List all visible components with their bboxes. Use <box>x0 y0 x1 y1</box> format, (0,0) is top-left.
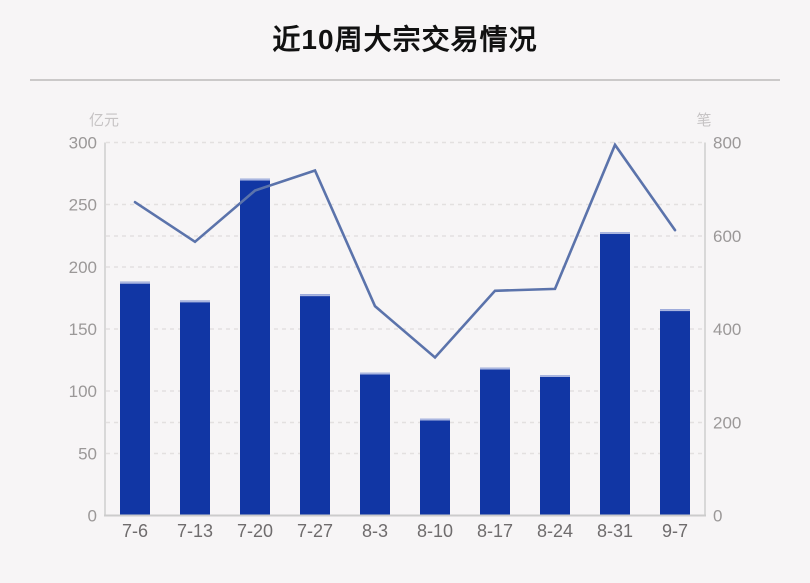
x-axis-label-8-10: 8-10 <box>417 521 453 541</box>
x-axis-label-7-27: 7-27 <box>297 521 333 541</box>
bar-7-13[interactable] <box>180 300 210 516</box>
bar-8-10[interactable] <box>420 418 450 516</box>
bar-top-edge <box>600 232 630 235</box>
bar-7-20[interactable] <box>240 178 270 516</box>
bar-top-edge <box>300 294 330 297</box>
left-axis-tick-label: 250 <box>69 196 97 215</box>
left-axis-tick-label: 150 <box>69 320 97 339</box>
right-axis-tick-label: 400 <box>713 320 741 339</box>
x-axis-label-8-24: 8-24 <box>537 521 573 541</box>
x-axis-label-7-13: 7-13 <box>177 521 213 541</box>
bar-top-edge <box>480 367 510 370</box>
bar-8-17[interactable] <box>480 367 510 516</box>
bar-9-7[interactable] <box>660 309 690 516</box>
bar-8-31[interactable] <box>600 232 630 516</box>
line-series[interactable] <box>133 142 677 360</box>
bar-top-edge <box>180 300 210 303</box>
x-axis-label-7-20: 7-20 <box>237 521 273 541</box>
left-axis-tick-label: 200 <box>69 258 97 277</box>
bar-8-3[interactable] <box>360 372 390 516</box>
bar-top-edge <box>540 375 570 378</box>
bar-top-edge <box>420 418 450 421</box>
bar-top-edge <box>120 281 150 284</box>
bar-8-24[interactable] <box>540 375 570 516</box>
right-axis-tick-label: 200 <box>713 413 741 432</box>
x-axis-label-7-6: 7-6 <box>122 521 148 541</box>
left-axis-tick-label: 50 <box>78 444 97 463</box>
bar-top-edge <box>360 372 390 375</box>
x-axis-label-8-3: 8-3 <box>362 521 388 541</box>
left-axis-tick-label: 100 <box>69 382 97 401</box>
bar-top-edge <box>660 309 690 312</box>
chart-title: 近10周大宗交易情况 <box>272 24 538 55</box>
bar-7-27[interactable] <box>300 294 330 516</box>
bar-7-6[interactable] <box>120 281 150 516</box>
right-axis-tick-label: 800 <box>713 134 741 153</box>
right-axis-unit-label: 笔 <box>696 112 711 129</box>
x-axis-label-8-17: 8-17 <box>477 521 513 541</box>
left-axis-unit-label: 亿元 <box>89 112 119 129</box>
right-axis-tick-label: 0 <box>713 507 722 526</box>
title-divider <box>30 79 780 81</box>
right-axis-tick-label: 600 <box>713 227 741 246</box>
x-axis-label-8-31: 8-31 <box>597 521 633 541</box>
left-axis-tick-label: 0 <box>88 507 97 526</box>
left-axis-tick-label: 300 <box>69 134 97 153</box>
x-axis-label-9-7: 9-7 <box>662 521 688 541</box>
bar-top-edge <box>240 178 270 181</box>
